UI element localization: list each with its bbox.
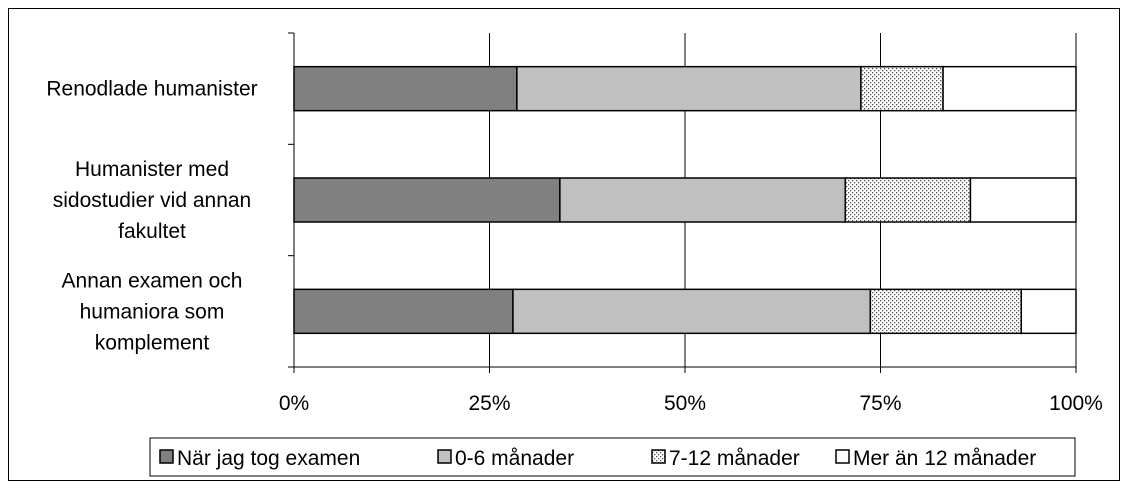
bar-segment <box>516 65 862 112</box>
legend-label: Mer än 12 månader <box>853 447 1036 470</box>
bar-segment <box>512 288 872 335</box>
category-label: Annan examen och humaniora som komplement <box>62 269 243 354</box>
bar-segment <box>860 65 944 112</box>
category-label: Humanister med sidostudier vid annan fakul… <box>53 158 251 243</box>
bar-segment <box>293 288 514 335</box>
legend-box <box>149 437 1076 477</box>
category-labels: Renodlade humanister Humanister med sidost… <box>46 78 257 355</box>
bar-segment <box>969 177 1077 223</box>
x-tick-label: 0% <box>279 392 309 415</box>
x-tick-label: 100% <box>1049 392 1103 415</box>
legend-label: 0-6 månader <box>455 447 574 470</box>
legend-swatch <box>651 449 666 464</box>
x-tick-label: 75% <box>859 392 901 415</box>
bar-segment <box>1020 288 1077 335</box>
legend: När jag tog examen 0-6 månader 7-12 månade… <box>149 437 1076 477</box>
x-tick-label: 25% <box>468 392 510 415</box>
category-label: Renodlade humanister <box>46 78 257 101</box>
bar-segment <box>844 177 972 223</box>
x-tick-labels: 0% 25% 50% 75% 100% <box>279 392 1103 415</box>
legend-swatch <box>835 449 850 464</box>
chart-frame <box>8 8 1120 481</box>
bar-segment <box>559 177 847 223</box>
x-tick-label: 50% <box>664 392 706 415</box>
legend-label: 7-12 månader <box>669 447 800 470</box>
bar-segment <box>942 65 1077 112</box>
bar-segment <box>293 177 561 223</box>
legend-swatch <box>437 449 452 464</box>
legend-label: När jag tog examen <box>177 447 360 470</box>
bar-segment <box>293 65 518 112</box>
plot-area <box>288 32 1077 373</box>
bar-segment <box>869 288 1023 335</box>
legend-swatch <box>159 449 174 464</box>
